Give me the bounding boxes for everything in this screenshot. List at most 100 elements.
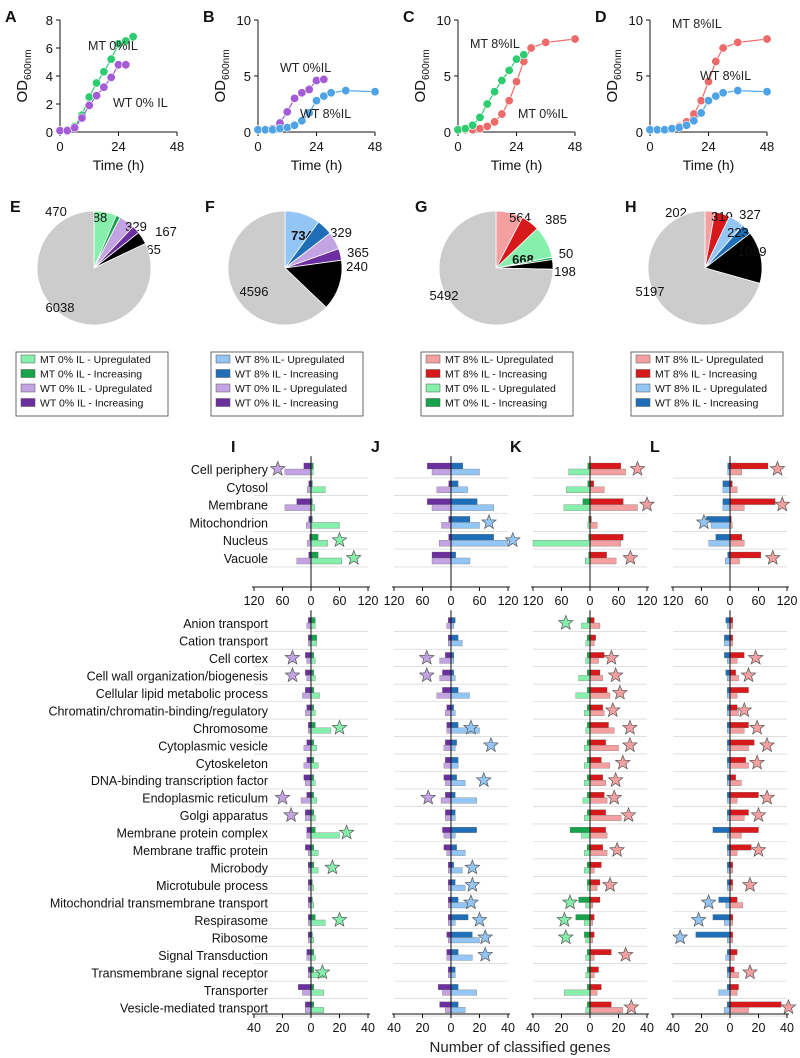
bar-right-increasing [450, 949, 459, 956]
significance-star [748, 719, 766, 735]
y-axis-label: OD600nm [212, 49, 232, 102]
bar-left-upregulated [585, 557, 591, 565]
legend-swatch [215, 354, 231, 364]
data-point [319, 74, 329, 84]
bar-left-increasing [306, 826, 312, 833]
bar-left-upregulated [445, 710, 452, 716]
bar-right-upregulated [589, 557, 617, 565]
pie-slice [647, 210, 761, 326]
y-axis-label-main: OD [604, 80, 621, 103]
legend-label: MT 0% IL - Increasing [40, 369, 142, 381]
bar-left-upregulated [722, 486, 731, 493]
category-label: Nucleus [223, 534, 268, 548]
data-point [319, 91, 329, 101]
bar-panel-l: 40 20 0 20 40 [666, 610, 797, 1035]
bar-panel-j: 120 60 0 60 120 [384, 456, 521, 608]
bar-right-increasing [310, 722, 316, 728]
bar-left-upregulated [305, 1007, 312, 1013]
bar-left-upregulated [446, 849, 452, 856]
bar-panel-j: 40 20 0 20 40 [387, 610, 515, 1035]
bar-left-increasing [712, 826, 731, 833]
slice-label: 50 [559, 246, 573, 261]
bar-left-upregulated [431, 468, 452, 476]
significance-star [629, 460, 646, 476]
bar-right-upregulated [450, 972, 456, 979]
bar-left-upregulated [445, 1007, 452, 1013]
legend-swatch [215, 383, 231, 393]
x-tick-label: 0 [587, 1021, 594, 1035]
bar-right-upregulated [450, 919, 456, 926]
data-point [77, 113, 87, 123]
growth-panel-b: B 0 5 10 0 24 48 Time (h) OD600nm WT 0%IL WT 8%IL [203, 9, 382, 173]
slice-label: 470 [45, 204, 67, 219]
x-tick-label: 20 [276, 1021, 290, 1035]
bar-left-upregulated [443, 832, 452, 839]
legend-label: MT 0% IL - Increasing [445, 398, 547, 410]
bar-right-increasing [589, 896, 601, 903]
slice-label: 6038 [46, 300, 75, 315]
legend-label: WT 0% IL - Increasing [40, 398, 143, 410]
bar-right-upregulated [589, 522, 598, 529]
bar-right-increasing [589, 879, 601, 886]
category-label: Membrane [208, 499, 268, 513]
legend-label: MT 8% IL - Increasing [445, 369, 547, 381]
legend-label: WT 0% IL - Upregulated [40, 383, 152, 395]
bar-right-increasing [450, 634, 459, 641]
bar-right-upregulated [450, 849, 466, 856]
slice-label: 1089 [738, 244, 767, 259]
bar-right-upregulated [310, 1007, 324, 1013]
data-point [304, 108, 314, 118]
category-label: Respirasome [194, 914, 268, 928]
bar-left-increasing [446, 949, 452, 956]
category-label: Cell wall organization/biogenesis [87, 669, 268, 683]
bar-left-increasing [445, 809, 452, 816]
significance-star [480, 513, 498, 530]
legend-swatch [635, 354, 651, 364]
bar-right-increasing [450, 462, 464, 470]
category-label: Mitochondrial transmembrane transport [50, 897, 269, 911]
bar-right-upregulated [450, 762, 459, 769]
x-tick-label: 0 [727, 594, 734, 608]
significance-star [324, 859, 341, 875]
bar-right-upregulated [450, 902, 469, 909]
bar-right-increasing [729, 774, 736, 781]
bottom-bar-block: Anion transport Cation transport Cell cort… [48, 610, 797, 1035]
bar-right-upregulated [450, 710, 456, 716]
data-point [696, 108, 706, 118]
x-axis-label: Time (h) [291, 157, 343, 173]
legend-swatch [20, 398, 36, 407]
bar-left-upregulated [307, 486, 312, 493]
bar-left-upregulated [303, 762, 312, 769]
data-point [519, 50, 529, 60]
y-tick-label: 0 [46, 125, 53, 140]
x-tick-label: 20 [416, 1021, 430, 1035]
significance-star [604, 701, 621, 718]
bar-right-upregulated [589, 675, 603, 682]
bar-right-increasing [729, 984, 739, 991]
pie-slice [227, 210, 327, 326]
bar-right-increasing [310, 826, 316, 833]
y-axis-label: OD600nm [412, 49, 432, 102]
y-tick-label: 5 [636, 69, 643, 84]
bar-left-upregulated [284, 468, 312, 476]
legend-swatch [425, 383, 441, 393]
category-label: Ribosome [212, 931, 268, 945]
bar-right-upregulated [589, 468, 626, 476]
series-label: WT 8%IL [700, 69, 751, 83]
bar-right-increasing [589, 757, 602, 763]
data-point [297, 116, 307, 126]
bar-left-upregulated [306, 622, 312, 629]
bar-left-upregulated [296, 557, 312, 565]
bar-left-upregulated [440, 797, 452, 804]
bar-left-upregulated [725, 902, 731, 909]
x-tick-label: 120 [523, 594, 544, 608]
bar-right-increasing [729, 757, 746, 763]
bar-right-upregulated [729, 745, 749, 751]
y-axis-label: OD600nm [14, 49, 34, 102]
bar-right-increasing [450, 792, 456, 798]
category-label: Vacuole [224, 552, 268, 566]
bar-right-upregulated [589, 972, 595, 979]
bar-left-upregulated [584, 710, 591, 716]
x-tick-label: 0 [587, 594, 594, 608]
panel-letter: C [403, 9, 415, 26]
